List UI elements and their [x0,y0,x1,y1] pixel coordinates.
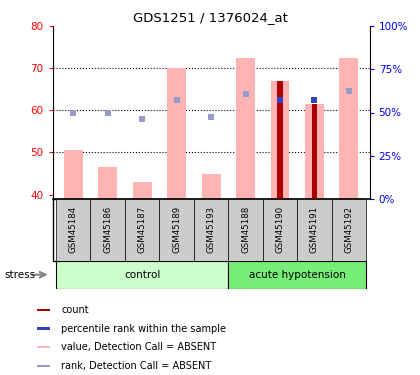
Text: count: count [61,305,89,315]
Bar [37,327,50,330]
Bar [194,199,228,261]
Text: percentile rank within the sample: percentile rank within the sample [61,324,226,333]
Text: GSM45184: GSM45184 [69,206,78,254]
Bar [37,346,50,348]
Text: GSM45189: GSM45189 [172,206,181,253]
Bar [270,81,289,199]
Bar [228,199,263,261]
Bar [37,365,50,367]
Bar [125,199,159,261]
Text: GSM45187: GSM45187 [138,206,147,254]
Bar [228,261,366,289]
Bar [159,199,194,261]
Bar [202,174,220,199]
Bar [305,104,324,199]
Bar [297,199,332,261]
Text: GDS1251 / 1376024_at: GDS1251 / 1376024_at [133,11,287,24]
Text: GSM45186: GSM45186 [103,206,112,254]
Bar [56,199,90,261]
Text: acute hypotension: acute hypotension [249,270,346,280]
Bar [236,58,255,199]
Text: value, Detection Call = ABSENT: value, Detection Call = ABSENT [61,342,216,352]
Bar [98,167,117,199]
Bar [167,68,186,199]
Bar [90,199,125,261]
Text: GSM45192: GSM45192 [344,206,353,253]
Bar [56,261,228,289]
Bar [277,81,283,199]
Bar [64,150,83,199]
Bar [332,199,366,261]
Bar [263,199,297,261]
Bar [37,309,50,311]
Text: GSM45191: GSM45191 [310,206,319,253]
Text: stress: stress [4,270,35,280]
Bar [312,104,317,199]
Bar [339,58,358,199]
Text: GSM45188: GSM45188 [241,206,250,254]
Text: control: control [124,270,160,280]
Text: rank, Detection Call = ABSENT: rank, Detection Call = ABSENT [61,361,212,371]
Bar [133,182,152,199]
Text: GSM45190: GSM45190 [276,206,284,253]
Text: GSM45193: GSM45193 [207,206,215,253]
